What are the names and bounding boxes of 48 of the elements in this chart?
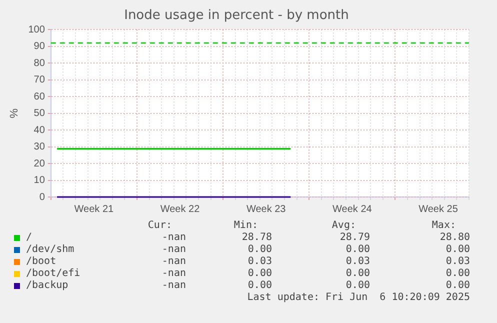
text: -nan	[162, 232, 186, 243]
y-tick-label: 0	[39, 192, 46, 203]
legend-label: /	[26, 232, 32, 243]
text: 0.03	[346, 256, 370, 267]
text: 0.00	[346, 268, 370, 279]
y-tick-label: 90	[34, 41, 46, 52]
x-tick-label: Week 24	[332, 204, 372, 215]
text: -nan	[162, 268, 186, 279]
y-tick-label: 60	[34, 91, 46, 102]
y-tick-label: 30	[34, 142, 46, 153]
y-tick-label: 80	[34, 58, 46, 69]
text: 0.03	[248, 256, 272, 267]
text: Min:	[234, 220, 258, 231]
text: -nan	[162, 244, 186, 255]
text: 28.80	[440, 232, 470, 243]
legend-label: /backup	[26, 280, 68, 291]
text: Max:	[432, 220, 456, 231]
text: 0.00	[346, 280, 370, 291]
text: 0.00	[346, 244, 370, 255]
x-tick-label: Week 22	[160, 204, 200, 215]
text: Last update: Fri Jun 6 10:20:09 2025	[247, 292, 470, 303]
y-tick-label: 40	[34, 124, 46, 136]
y-tick-label: 50	[34, 108, 46, 120]
x-tick-label: Week 21	[74, 204, 114, 215]
y-tick-label: 10	[34, 175, 46, 186]
text: Cur:	[148, 220, 172, 231]
y-tick-label: 70	[34, 74, 46, 86]
x-tick-label: Week 25	[418, 204, 458, 215]
legend-label: /boot	[26, 256, 56, 267]
text: 28.78	[242, 232, 272, 243]
y-tick-label: 100	[28, 24, 46, 36]
y-tick-label: 20	[34, 158, 46, 170]
text: -nan	[162, 256, 186, 267]
text: -nan	[162, 280, 186, 291]
text: 0.00	[446, 268, 470, 279]
text: Avg:	[332, 220, 356, 231]
text: 0.00	[446, 280, 470, 291]
text: 0.00	[248, 244, 272, 255]
chart-title: Inode usage in percent - by month	[124, 8, 349, 24]
text: 28.79	[340, 232, 370, 243]
x-tick-label: Week 23	[246, 204, 286, 215]
y-axis-title: %	[8, 108, 21, 118]
text: 0.00	[248, 268, 272, 279]
legend-label: /boot/efi	[26, 268, 80, 279]
text: 0.00	[248, 280, 272, 291]
legend-label: /dev/shm	[26, 244, 74, 255]
text: 0.03	[446, 256, 470, 267]
text: 0.00	[446, 244, 470, 255]
